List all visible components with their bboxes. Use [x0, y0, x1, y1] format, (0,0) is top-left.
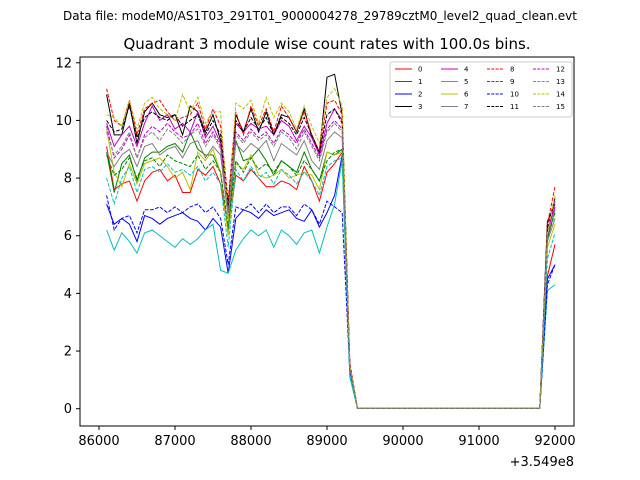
suptitle: Data file: modeM0/AS1T03_291T01_90000042… [63, 9, 577, 23]
legend-label-5: 5 [464, 78, 468, 86]
legend-label-3: 3 [418, 103, 422, 111]
y-tick-label: 4 [64, 287, 72, 302]
legend-label-9: 9 [510, 78, 514, 86]
legend-box [389, 61, 573, 118]
y-tick-label: 8 [64, 172, 72, 187]
y-tick-label: 6 [64, 229, 72, 244]
y-tick-label: 10 [55, 114, 72, 129]
legend-label-11: 11 [510, 103, 519, 111]
x-offset-label: +3.549e8 [510, 455, 574, 470]
legend-label-0: 0 [418, 66, 422, 74]
legend-label-10: 10 [510, 91, 519, 99]
chart-title: Quadrant 3 module wise count rates with … [123, 35, 530, 53]
legend-label-1: 1 [418, 78, 422, 86]
legend-label-2: 2 [418, 91, 422, 99]
plot-lines [106, 73, 556, 409]
x-axis: 86000 87000 88000 89000 90000 91000 92000 [78, 426, 576, 449]
x-tick-label: 91000 [458, 434, 499, 449]
legend-label-15: 15 [556, 103, 565, 111]
x-tick-label: 88000 [230, 434, 271, 449]
legend-label-14: 14 [556, 91, 565, 99]
x-tick-label: 90000 [382, 434, 423, 449]
legend-label-12: 12 [556, 66, 565, 74]
y-axis: 0 2 4 6 8 10 12 [55, 56, 80, 417]
x-tick-label: 86000 [78, 434, 119, 449]
legend-label-13: 13 [556, 78, 565, 86]
y-tick-label: 12 [55, 56, 72, 71]
x-tick-label: 92000 [534, 434, 575, 449]
legend-label-4: 4 [464, 66, 469, 74]
legend-label-8: 8 [510, 66, 514, 74]
legend-label-7: 7 [464, 103, 468, 111]
series-line-15 [106, 122, 556, 409]
legend-label-6: 6 [464, 91, 469, 99]
y-tick-label: 2 [64, 345, 72, 360]
x-tick-label: 87000 [154, 434, 195, 449]
x-tick-label: 89000 [306, 434, 347, 449]
y-tick-label: 0 [64, 402, 72, 417]
